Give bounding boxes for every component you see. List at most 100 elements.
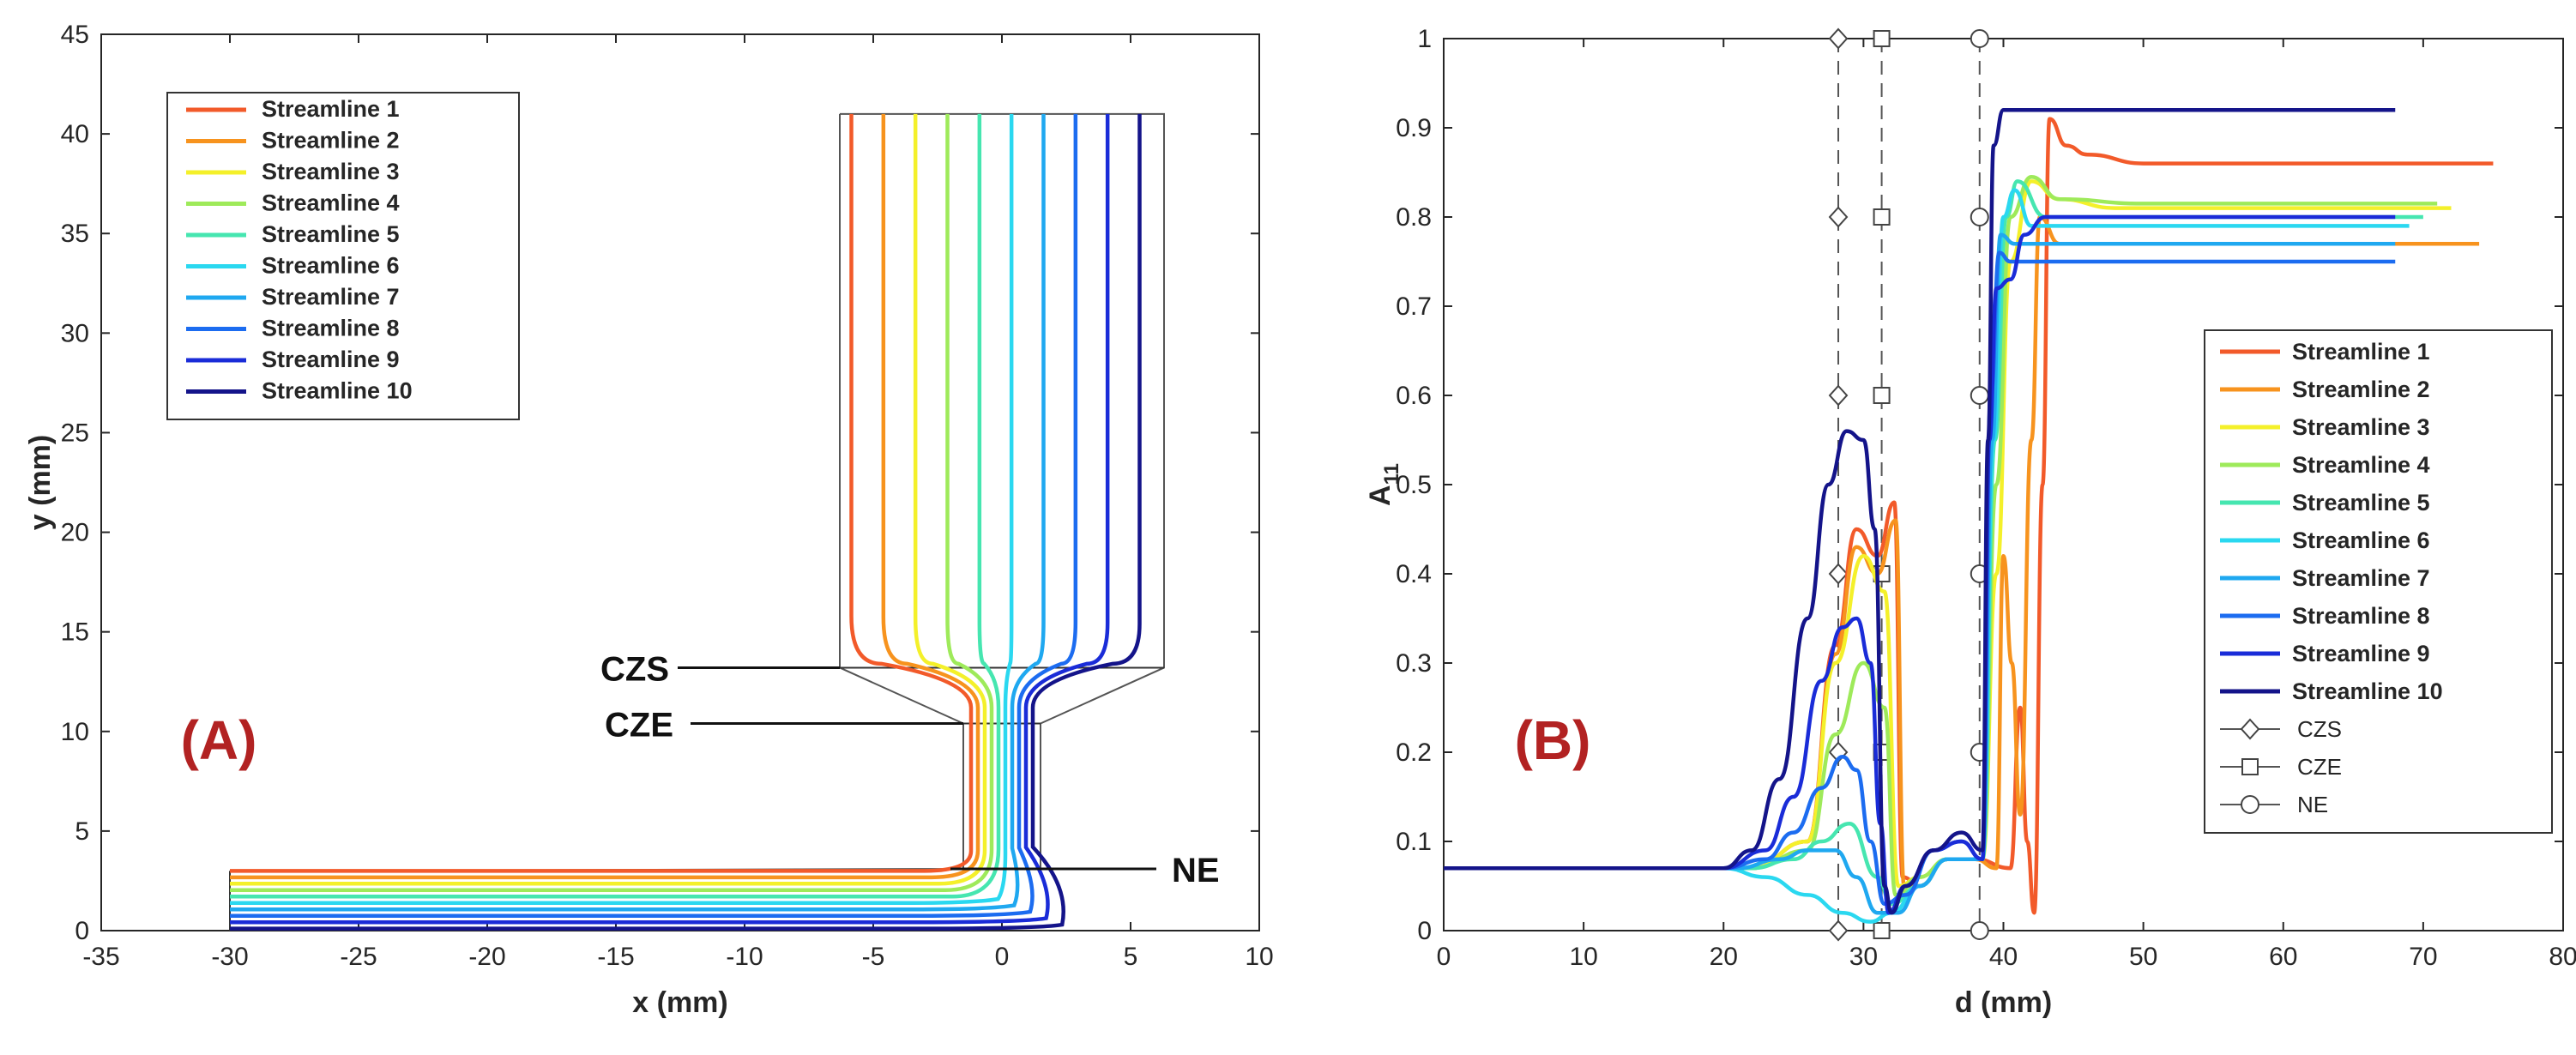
y-tick-label: 20 — [61, 519, 89, 547]
legend-b-ref-entry-czs: CZS — [2297, 716, 2342, 742]
legend-b-ref-entry-ne: NE — [2297, 792, 2328, 817]
legend-a-box — [166, 92, 520, 420]
panel-a-y-axis-label: y (mm) — [24, 435, 57, 530]
legend-a-entry-1: Streamline 1 — [262, 96, 400, 122]
x-tick-label: 0 — [995, 943, 1010, 971]
legend-b-entry-3: Streamline 3 — [2292, 414, 2430, 440]
x-tick-label: 0 — [1437, 943, 1451, 971]
y-tick-label: 30 — [61, 319, 89, 347]
y-tick-label: 0.1 — [1396, 828, 1432, 856]
legend-a-entry-3: Streamline 3 — [262, 159, 400, 184]
panel-a-x-axis-label: x (mm) — [632, 986, 727, 1019]
legend-b-entry-8: Streamline 8 — [2292, 603, 2430, 629]
streamline-3-path — [230, 113, 987, 886]
y-tick-label: 1 — [1417, 25, 1432, 53]
ref-marker-czs — [1828, 206, 1849, 228]
legend-a-entry-7: Streamline 7 — [262, 284, 400, 310]
y-tick-label: 0 — [1417, 917, 1432, 945]
ref-marker-czs — [1828, 563, 1849, 585]
legend-b-ref-marker-czs — [2240, 718, 2260, 740]
legend-b-ref-marker-ne — [2241, 795, 2259, 814]
ref-marker-ne — [1970, 29, 1989, 48]
y-tick-label: 0.4 — [1396, 560, 1432, 588]
ref-marker-cze — [1873, 30, 1891, 47]
panel-b-legend: Streamline 1 Streamline 2 Streamline 3 Stre… — [2204, 329, 2553, 834]
panel-b-label: (B) — [1515, 709, 1591, 771]
x-tick-label: -25 — [340, 943, 377, 971]
panel-a: -35 -30 -25 -20 -15 -10 -5 0 5 10 0 5 10 15 20 25 30 35 40… — [24, 21, 1274, 1019]
panel-b-y-axis-label: A11 — [1364, 463, 1403, 506]
legend-b-entry-2: Streamline 2 — [2292, 377, 2430, 402]
panel-b: 0 10 20 30 40 50 60 70 80 0 0.1 0.2 0.3 0.4 0.5 0.6 0.7 0… — [1364, 25, 2576, 1019]
x-tick-label: 10 — [1245, 943, 1273, 971]
legend-b-box — [2204, 329, 2553, 834]
legend-a-entry-2: Streamline 2 — [262, 128, 400, 154]
y-tick-label: 10 — [61, 718, 89, 746]
legend-a-entry-4: Streamline 4 — [262, 190, 400, 216]
panel-a-streamlines — [230, 113, 1142, 931]
y-tick-label: 40 — [61, 120, 89, 148]
x-tick-label: 80 — [2549, 943, 2576, 971]
y-tick-label: 25 — [61, 419, 89, 447]
ref-marker-czs — [1828, 384, 1849, 407]
ne-annotation: NE — [1172, 852, 1220, 889]
streamline-2-path — [230, 113, 980, 880]
legend-b-entry-1: Streamline 1 — [2292, 339, 2430, 365]
legend-b-ref-entry-cze: CZE — [2297, 754, 2342, 780]
streamline-5-path — [230, 113, 1001, 899]
y-tick-label: 0.9 — [1396, 114, 1432, 142]
legend-a-entry-10: Streamline 10 — [262, 378, 413, 404]
y-tick-label: 45 — [61, 21, 89, 49]
y-tick-label: 0.2 — [1396, 738, 1432, 767]
panel-a-ticks: -35 -30 -25 -20 -15 -10 -5 0 5 10 0 5 10 15 20 25 30 35 40… — [61, 21, 1274, 971]
legend-b-ref-marker-cze — [2241, 758, 2259, 775]
y-tick-label: 0.7 — [1396, 292, 1432, 321]
legend-a-entry-6: Streamline 6 — [262, 253, 400, 279]
x-tick-label: 10 — [1569, 943, 1597, 971]
y-tick-label: 0.5 — [1396, 471, 1432, 499]
legend-a-entry-8: Streamline 8 — [262, 316, 400, 341]
legend-b-entry-5: Streamline 5 — [2292, 490, 2430, 515]
x-tick-label: -30 — [211, 943, 248, 971]
x-tick-label: 30 — [1849, 943, 1878, 971]
x-tick-label: 40 — [1989, 943, 2018, 971]
y-tick-label: 15 — [61, 618, 89, 647]
ref-marker-cze — [1873, 208, 1891, 226]
panel-a-annotations: CZS CZE NE — [600, 650, 1220, 889]
streamline-4-path — [230, 113, 994, 893]
legend-b-entry-9: Streamline 9 — [2292, 641, 2430, 666]
czs-annotation: CZS — [600, 650, 669, 688]
x-tick-label: 20 — [1710, 943, 1738, 971]
streamline-6-path — [230, 113, 1014, 905]
y-tick-label: 0.8 — [1396, 203, 1432, 232]
panel-b-series — [1443, 107, 2494, 924]
legend-b-entry-10: Streamline 10 — [2292, 678, 2443, 704]
ref-marker-cze — [1873, 922, 1891, 939]
x-tick-label: 60 — [2269, 943, 2297, 971]
x-tick-label: -20 — [468, 943, 505, 971]
ref-marker-ne — [1970, 921, 1989, 940]
panel-b-ticks: 0 10 20 30 40 50 60 70 80 0 0.1 0.2 0.3 0.4 0.5 0.6 0.7 0… — [1396, 25, 2576, 971]
y-tick-label: 0 — [75, 917, 89, 945]
series-10-line — [1443, 107, 2396, 915]
ref-marker-czs — [1828, 27, 1849, 50]
panel-b-x-axis-label: d (mm) — [1955, 986, 2052, 1019]
panel-a-label: (A) — [181, 709, 257, 771]
x-tick-label: 70 — [2409, 943, 2437, 971]
panel-b-y-axis-label-subscript: 11 — [1380, 463, 1403, 485]
legend-b-entry-6: Streamline 6 — [2292, 528, 2430, 553]
y-tick-label: 5 — [75, 817, 89, 846]
series-8-line — [1443, 250, 2396, 907]
ref-marker-cze — [1873, 387, 1891, 404]
legend-b-entry-4: Streamline 4 — [2292, 452, 2430, 478]
streamline-8-path — [230, 113, 1078, 918]
y-tick-label: 0.3 — [1396, 649, 1432, 678]
ref-marker-ne — [1970, 208, 1989, 226]
ref-marker-czs — [1828, 919, 1849, 942]
ref-marker-ne — [1970, 386, 1989, 405]
x-tick-label: -15 — [597, 943, 634, 971]
panel-a-legend: Streamline 1 Streamline 2 Streamline 3 Stre… — [166, 92, 520, 420]
streamline-10-path — [230, 113, 1142, 931]
x-tick-label: 5 — [1124, 943, 1138, 971]
